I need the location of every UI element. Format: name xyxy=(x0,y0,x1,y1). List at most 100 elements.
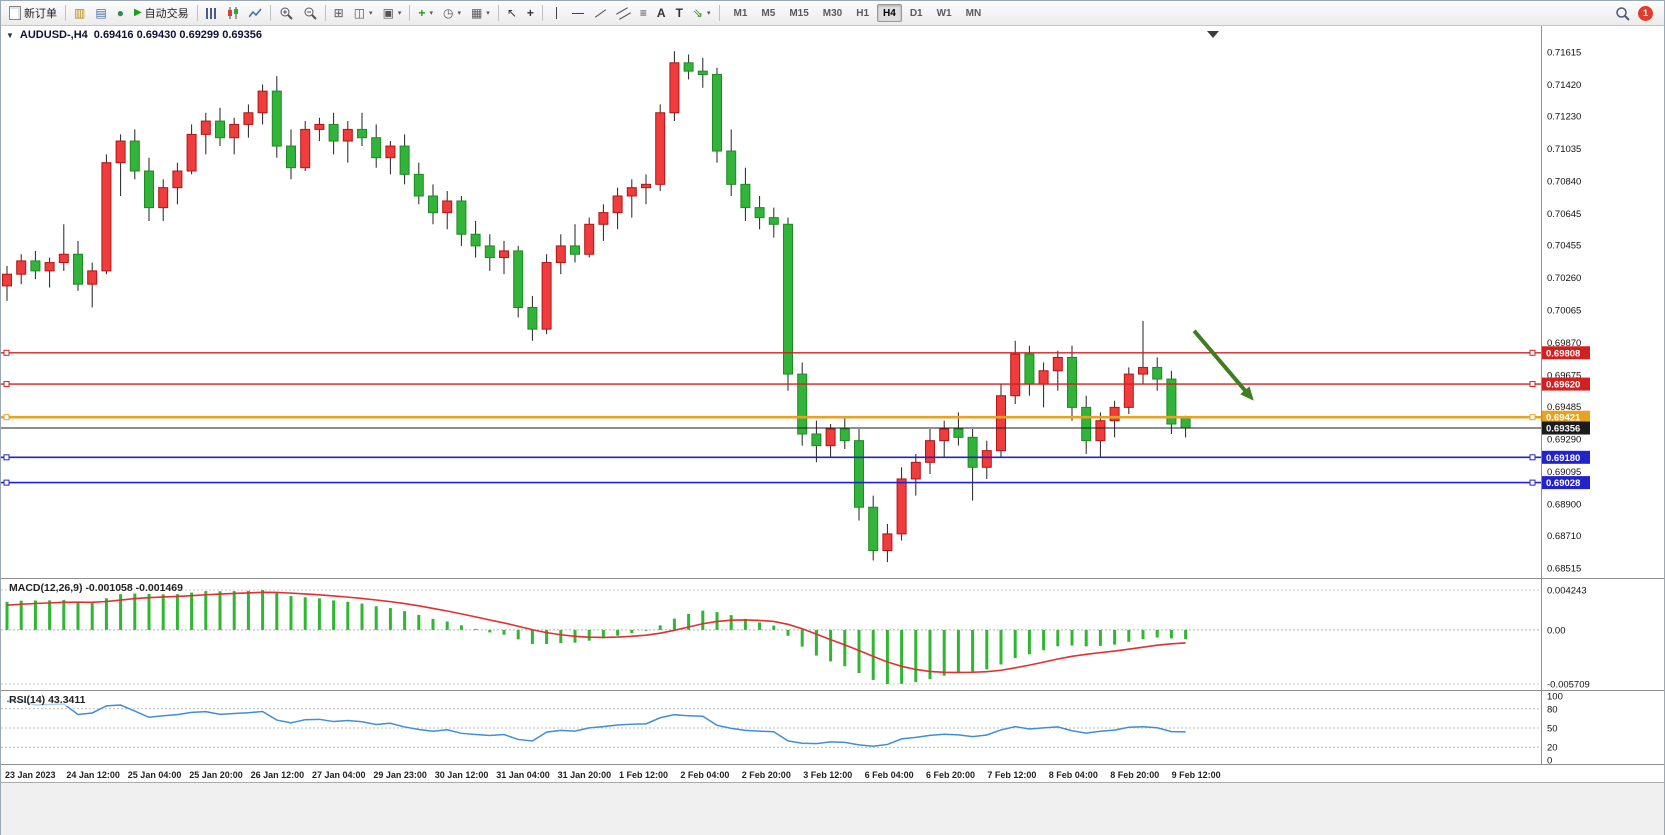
svg-text:29 Jan 23:00: 29 Jan 23:00 xyxy=(373,770,427,780)
svg-text:100: 100 xyxy=(1547,692,1563,703)
svg-text:0.69180: 0.69180 xyxy=(1546,453,1580,464)
candle xyxy=(598,212,609,225)
chart-window: ▼ AUDUSD-,H4 0.69416 0.69430 0.69299 0.6… xyxy=(1,26,1664,782)
svg-text:0.69620: 0.69620 xyxy=(1546,380,1580,391)
candle xyxy=(385,145,396,159)
svg-text:0.71420: 0.71420 xyxy=(1547,80,1581,91)
line-handle xyxy=(3,454,10,461)
timeframe-d1-button[interactable]: D1 xyxy=(904,4,929,22)
timeframe-mn-button[interactable]: MN xyxy=(960,4,988,22)
fibonacci-icon: ≡ xyxy=(639,6,647,20)
timeframe-m5-button[interactable]: M5 xyxy=(755,4,781,22)
new-chart-button[interactable]: ◫ ▾ xyxy=(349,3,378,23)
templates-button[interactable]: ▦ ▾ xyxy=(466,3,495,23)
svg-text:-0.005709: -0.005709 xyxy=(1547,680,1590,691)
chevron-down-icon: ▾ xyxy=(397,10,402,17)
window-bottom-area xyxy=(1,782,1664,835)
svg-text:2 Feb 04:00: 2 Feb 04:00 xyxy=(680,770,729,780)
data-window-icon: ▤ xyxy=(95,6,107,20)
crosshair-button[interactable]: + xyxy=(522,3,539,23)
candle xyxy=(172,170,183,189)
toolbar-separator xyxy=(324,5,326,21)
bar-chart-button[interactable] xyxy=(201,3,222,23)
timeframe-h1-button[interactable]: H1 xyxy=(850,4,875,22)
trendline-button[interactable] xyxy=(589,3,612,23)
data-window-button[interactable]: ▤ xyxy=(90,3,111,23)
candle xyxy=(342,128,353,142)
candle xyxy=(683,62,694,72)
candle xyxy=(229,123,240,139)
line-handle xyxy=(3,381,10,388)
new-order-button[interactable]: 新订单 xyxy=(4,3,62,23)
fibonacci-button[interactable]: ≡ xyxy=(635,3,652,23)
channel-button[interactable] xyxy=(612,3,635,23)
periods-button[interactable]: ◷ ▾ xyxy=(438,3,466,23)
candle xyxy=(1123,373,1134,408)
svg-text:25 Jan 20:00: 25 Jan 20:00 xyxy=(189,770,243,780)
candlestick-chart-button[interactable] xyxy=(222,3,244,23)
svg-text:27 Jan 04:00: 27 Jan 04:00 xyxy=(312,770,366,780)
candle xyxy=(1109,406,1120,422)
timeframe-w1-button[interactable]: W1 xyxy=(931,4,958,22)
trendline-icon xyxy=(594,8,607,18)
timeframe-h4-button[interactable]: H4 xyxy=(877,4,902,22)
candle xyxy=(1038,370,1049,385)
svg-text:0.70455: 0.70455 xyxy=(1547,241,1581,252)
main-toolbar: 新订单 ▥ ▤ ● ▶ 自动交易 ⊞ ◫ ▾ ▣ ▾ + ▾ ◷ ▾ ▦ ▾ xyxy=(1,1,1664,26)
arrows-tool-button[interactable]: ⇘ ▾ xyxy=(688,3,716,23)
candle xyxy=(669,62,680,114)
timeframe-m30-button[interactable]: M30 xyxy=(817,4,848,22)
horizontal-line-button[interactable] xyxy=(567,3,589,23)
svg-text:0.70065: 0.70065 xyxy=(1547,306,1581,317)
profiles-icon: ▣ xyxy=(382,6,394,20)
horizontal-price-lines[interactable] xyxy=(1,349,1541,486)
tile-windows-button[interactable]: ⊞ xyxy=(329,3,349,23)
vertical-line-icon xyxy=(555,7,557,19)
line-handle xyxy=(3,414,10,421)
candle xyxy=(200,120,211,135)
chart-shift-marker[interactable] xyxy=(1207,31,1219,38)
svg-text:20: 20 xyxy=(1547,743,1558,754)
svg-text:31 Jan 04:00: 31 Jan 04:00 xyxy=(496,770,550,780)
indicators-button[interactable]: + ▾ xyxy=(413,3,438,23)
search-icon[interactable] xyxy=(1615,6,1630,21)
timeframe-m15-button[interactable]: M15 xyxy=(783,4,814,22)
panel-separators[interactable] xyxy=(1,26,1664,765)
candle xyxy=(243,112,254,125)
candle xyxy=(115,140,126,164)
svg-text:8 Feb 04:00: 8 Feb 04:00 xyxy=(1049,770,1098,780)
candle xyxy=(641,183,651,189)
label-tool-button[interactable]: T xyxy=(671,3,688,23)
chart-canvas[interactable]: 0.71615 0.71420 0.71230 0.71035 0.70840 0.706… xyxy=(1,26,1664,782)
trend-arrow-annotation[interactable] xyxy=(1192,329,1254,401)
new-order-label: 新订单 xyxy=(24,8,57,20)
toolbar-separator xyxy=(65,5,66,21)
svg-text:0.71615: 0.71615 xyxy=(1547,48,1581,59)
text-tool-button[interactable]: A xyxy=(652,3,671,23)
cursor-button[interactable]: ↖ xyxy=(502,3,522,23)
candle xyxy=(768,217,779,225)
vertical-line-button[interactable] xyxy=(546,3,567,23)
notification-badge[interactable]: 1 xyxy=(1638,5,1653,21)
line-handle xyxy=(1529,414,1536,421)
candle xyxy=(584,223,595,255)
svg-text:0.70260: 0.70260 xyxy=(1547,273,1581,284)
chart-ohlc-values: 0.69416 0.69430 0.69299 0.69356 xyxy=(93,29,262,41)
market-watch-button[interactable]: ▥ xyxy=(69,3,90,23)
svg-text:1 Feb 12:00: 1 Feb 12:00 xyxy=(619,770,668,780)
timeframe-m1-button[interactable]: M1 xyxy=(728,4,754,22)
chart-menu-icon[interactable]: ▼ xyxy=(6,30,14,40)
candle xyxy=(839,428,850,442)
candle xyxy=(981,450,992,468)
zoom-in-button[interactable] xyxy=(274,3,298,23)
profiles-button[interactable]: ▣ ▾ xyxy=(378,3,407,23)
macd-grid xyxy=(1,589,1541,685)
candle xyxy=(754,207,765,219)
auto-trading-button[interactable]: ▶ 自动交易 xyxy=(129,3,194,23)
candle xyxy=(570,245,580,255)
candle xyxy=(484,245,495,259)
navigator-button[interactable]: ● xyxy=(112,3,129,23)
line-chart-button[interactable] xyxy=(244,3,267,23)
zoom-out-button[interactable] xyxy=(298,3,322,23)
candle xyxy=(1052,356,1063,372)
